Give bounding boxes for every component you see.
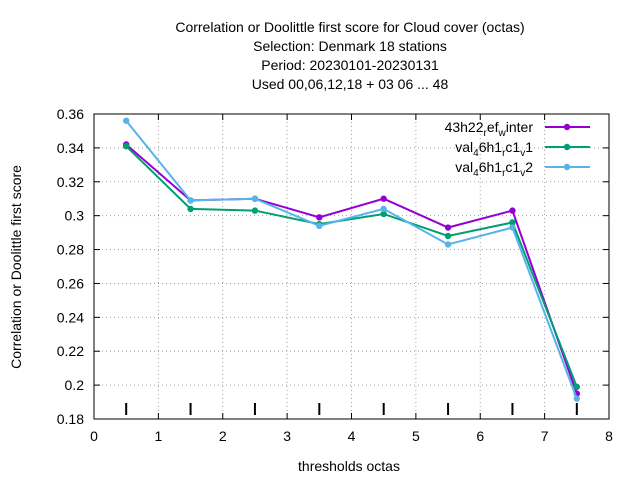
data-point	[444, 241, 452, 248]
series	[122, 117, 581, 402]
y-axis-label: Correlation or Doolittle first score	[8, 165, 24, 369]
x-ticks: 0 1 2 3 4 5 6 7 8	[90, 114, 613, 444]
x-tick-label: 5	[412, 428, 420, 444]
grid	[94, 114, 609, 419]
data-point	[251, 207, 259, 214]
legend-swatch-point	[563, 123, 571, 131]
x-tick-label: 7	[541, 428, 549, 444]
series-3	[122, 117, 581, 402]
data-point	[573, 395, 581, 402]
threshold-marks	[125, 403, 578, 415]
title-line-3: Period: 20230101-20230131	[261, 57, 439, 73]
data-point	[444, 232, 452, 240]
y-tick-label: 0.3	[65, 208, 85, 224]
chart-title: Correlation or Doolittle first score for…	[175, 19, 524, 92]
data-point	[380, 195, 387, 202]
title-line-2: Selection: Denmark 18 stations	[253, 38, 447, 54]
x-tick-label: 8	[605, 428, 613, 444]
series-2	[122, 142, 581, 391]
y-tick-label: 0.36	[57, 106, 84, 122]
y-tick-label: 0.18	[57, 411, 84, 427]
x-tick-label: 2	[219, 428, 227, 444]
data-point	[380, 210, 387, 218]
data-point	[509, 219, 516, 226]
x-tick-label: 0	[90, 428, 98, 444]
x-tick-label: 3	[283, 428, 291, 444]
y-tick-label: 0.32	[57, 174, 84, 190]
legend-swatch-point	[563, 163, 571, 171]
y-tick-label: 0.28	[57, 242, 84, 258]
data-point	[187, 197, 194, 204]
data-point	[251, 195, 259, 202]
title-line-1: Correlation or Doolittle first score for…	[175, 19, 524, 35]
legend-label: val46h1rc1v1	[455, 139, 533, 159]
y-tick-label: 0.26	[57, 275, 84, 291]
title-line-4: Used 00,06,12,18 + 03 06 ... 48	[252, 76, 449, 92]
data-point	[380, 205, 387, 213]
x-tick-label: 6	[476, 428, 484, 444]
x-axis-label: thresholds octas	[298, 458, 400, 474]
data-point	[509, 207, 516, 214]
data-point	[316, 222, 323, 230]
data-point	[187, 205, 194, 213]
series-line	[125, 145, 578, 388]
y-tick-label: 0.24	[57, 309, 84, 325]
data-point	[122, 142, 130, 150]
legend-swatch-point	[563, 143, 571, 151]
series-line	[125, 120, 578, 400]
x-tick-label: 1	[154, 428, 162, 444]
y-tick-label: 0.2	[65, 377, 85, 393]
data-point	[573, 383, 581, 391]
x-tick-label: 4	[348, 428, 356, 444]
y-tick-label: 0.22	[57, 343, 84, 359]
series-line	[125, 143, 578, 394]
data-point	[316, 214, 323, 221]
data-point	[122, 117, 130, 124]
data-point	[509, 224, 516, 231]
data-point	[444, 224, 452, 231]
legend-label: val46h1rc1v2	[455, 159, 533, 179]
y-tick-label: 0.34	[57, 140, 84, 156]
y-ticks: 0.18 0.2 0.22 0.24 0.26 0.28 0.3 0.32 0.34 0.36	[57, 106, 609, 427]
legend-label: 43h22refwinter	[445, 119, 534, 139]
